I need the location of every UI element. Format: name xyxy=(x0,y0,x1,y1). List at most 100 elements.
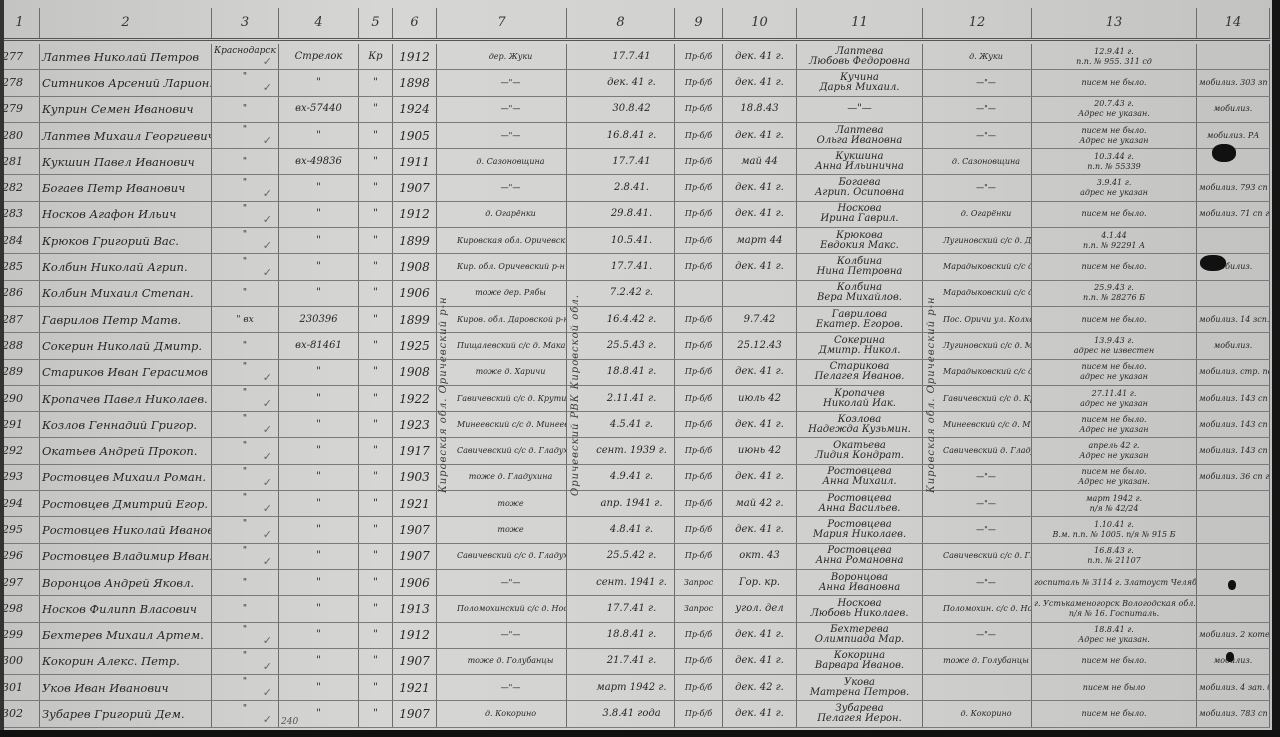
party: " xyxy=(373,655,378,667)
rank-or-registration-cell: 230396 xyxy=(279,306,359,333)
relative-name-cell: Крюкова Евдокия Макс. xyxy=(797,228,923,254)
relative-address-cell: д. Кокорино xyxy=(923,701,1032,727)
date-out-cell: дек. 41 г. xyxy=(723,44,797,70)
full-name: Бехтерев Михаил Артем. xyxy=(42,628,204,643)
relative-address-cell: —"— xyxy=(923,622,1032,648)
date-out: 18.8.43 xyxy=(740,103,779,115)
mobilization-note: мобилиз. 143 сп xyxy=(1199,419,1268,429)
last-letter-cell: 18.8.41 г. Адрес не указан. xyxy=(1032,622,1197,648)
relative-name: Ростовцева xyxy=(827,492,892,504)
checkmark-icon: ✓ xyxy=(262,712,272,726)
relative-name: Ольга Ивановна xyxy=(816,134,903,146)
party-cell: " xyxy=(359,359,393,385)
party-cell: " xyxy=(359,122,393,149)
relative-name-cell: Лаптева Ольга Ивановна xyxy=(797,122,923,149)
party: " xyxy=(373,550,378,562)
draft-date: 30.8.42 xyxy=(612,103,651,115)
birthplace-cell: " ✓ xyxy=(212,648,279,675)
date-out: дек. 41 г. xyxy=(735,366,784,378)
relative-name-cell: Лаптева Любовь Федоровна xyxy=(797,44,923,70)
rank-or-registration-cell: " xyxy=(279,254,359,280)
status-cell: Пр-б/б xyxy=(675,149,723,175)
mobilization-note: мобилиз. xyxy=(1213,340,1253,350)
draft-date-cell: 2.8.41. xyxy=(567,175,675,201)
mobilization-note-cell: мобилиз. xyxy=(1197,648,1270,675)
last-letter-cell: 25.9.43 г. п.п. № 28276 Б xyxy=(1032,280,1197,306)
checkmark-icon: ✓ xyxy=(262,186,272,200)
last-letter: п.п. № 55339 xyxy=(1087,161,1141,171)
table-row: 281 Кукшин Павел Иванович " вх-49836 " 1911 д.… xyxy=(0,149,1270,176)
party-cell: " xyxy=(359,569,393,596)
draft-date-cell: сент. 1941 г. xyxy=(567,569,675,596)
row-number: 288 xyxy=(2,338,23,352)
rank-or-registration-cell: " xyxy=(279,175,359,201)
birth-year-cell: 1924 xyxy=(393,96,437,122)
last-letter-cell: писем не было. Адрес не указан. xyxy=(1032,464,1197,491)
last-letter: п.п. № 955. 311 сд xyxy=(1076,56,1152,66)
row-number-cell: 297 xyxy=(0,569,40,596)
relative-address-cell: Гавичевский с/с д. Крутихо xyxy=(923,385,1032,412)
date-out-cell: дек. 41 г. xyxy=(723,201,797,228)
draft-date: 25.5.42 г. xyxy=(606,550,657,562)
status: Пр-б/б xyxy=(684,709,713,719)
mobilization-note-cell xyxy=(1197,517,1270,543)
birth-year-cell: 1898 xyxy=(393,70,437,96)
relative-name: Матрена Петров. xyxy=(809,686,910,698)
birthplace: " xyxy=(242,156,248,167)
full-name-cell: Кропачев Павел Николаев. xyxy=(40,385,212,412)
checkmark-icon: ✓ xyxy=(262,397,272,410)
birthplace: " xyxy=(242,493,248,504)
date-out-cell: дек. 41 г. xyxy=(723,622,797,648)
party-cell: " xyxy=(359,701,393,727)
relative-name: Колбина xyxy=(836,256,883,268)
mobilization-note: мобилиз. xyxy=(1213,656,1253,666)
status: Пр-б/б xyxy=(684,524,713,534)
full-name-cell: Лаптев Николай Петров xyxy=(40,44,212,70)
party-cell: " xyxy=(359,333,393,359)
relative-address-cell: —"— xyxy=(923,96,1032,122)
full-name-cell: Крюков Григорий Вас. xyxy=(40,228,212,254)
status-cell: Пр-б/б xyxy=(675,648,723,675)
last-letter: п.п. № 21107 xyxy=(1087,556,1141,566)
relative-address: Минеевский с/с д. Минеевщина xyxy=(943,419,1031,429)
relative-name-cell: Носкова Ирина Гаврил. xyxy=(797,201,923,228)
mobilization-note: мобилиз. 71 сп г. Слободской xyxy=(1199,209,1270,219)
relative-name-cell: Бехтерева Олимпиада Мар. xyxy=(797,622,923,648)
status-cell: Пр-б/б xyxy=(675,491,723,517)
status: Пр-б/б xyxy=(684,130,713,140)
relative-name: Носкова xyxy=(837,203,882,215)
party-cell: " xyxy=(359,280,393,306)
rank-or-registration-cell: " xyxy=(279,701,359,727)
row-number-cell: 280 xyxy=(0,122,40,149)
address: —"— xyxy=(500,130,521,140)
address: Пищалевский с/с д. Макаренки xyxy=(457,340,566,350)
relative-name: Пелагея Иерон. xyxy=(817,713,902,725)
status-cell: Пр-б/б xyxy=(675,228,723,254)
relative-address: —"— xyxy=(976,630,996,640)
relative-name: Анна Ильинична xyxy=(815,160,904,172)
table-row: 293 Ростовцев Михаил Роман. " ✓ " " 1903 тоже д… xyxy=(0,464,1270,492)
relative-name: Вера Михайлов. xyxy=(817,292,902,304)
full-name: Лаптев Михаил Георгиевич xyxy=(42,128,212,143)
date-out: дек. 41 г. xyxy=(735,50,784,62)
birth-year: 1898 xyxy=(399,75,430,90)
relative-address-cell: Минеевский с/с д. Минеевщина xyxy=(923,412,1032,438)
party-cell: " xyxy=(359,175,393,201)
relative-address: Савичевский с/с д. Гладухина xyxy=(943,551,1031,561)
birthplace-cell: " ✓ xyxy=(212,517,279,543)
row-number-cell: 298 xyxy=(0,596,40,622)
mobilization-note-cell: мобилиз. РА xyxy=(1197,122,1270,149)
status: Пр-б/б xyxy=(684,682,713,692)
rank-or-registration-cell: " xyxy=(279,464,359,491)
full-name: Крюков Григорий Вас. xyxy=(42,233,179,248)
relative-address-cell: Марадыковский с/с д. Рябы xyxy=(923,280,1032,306)
status: Пр-б/б xyxy=(684,498,713,508)
date-out: дек. 41 г. xyxy=(735,129,784,141)
status: Пр-б/б xyxy=(684,314,713,324)
birthplace: " xyxy=(242,72,248,83)
checkmark-icon: ✓ xyxy=(262,81,272,95)
relative-address: д. Огарёнки xyxy=(960,209,1012,219)
last-letter-cell: писем не было xyxy=(1032,675,1197,701)
column-number: 12 xyxy=(923,8,1032,38)
last-letter-cell: писем не было. xyxy=(1032,254,1197,280)
